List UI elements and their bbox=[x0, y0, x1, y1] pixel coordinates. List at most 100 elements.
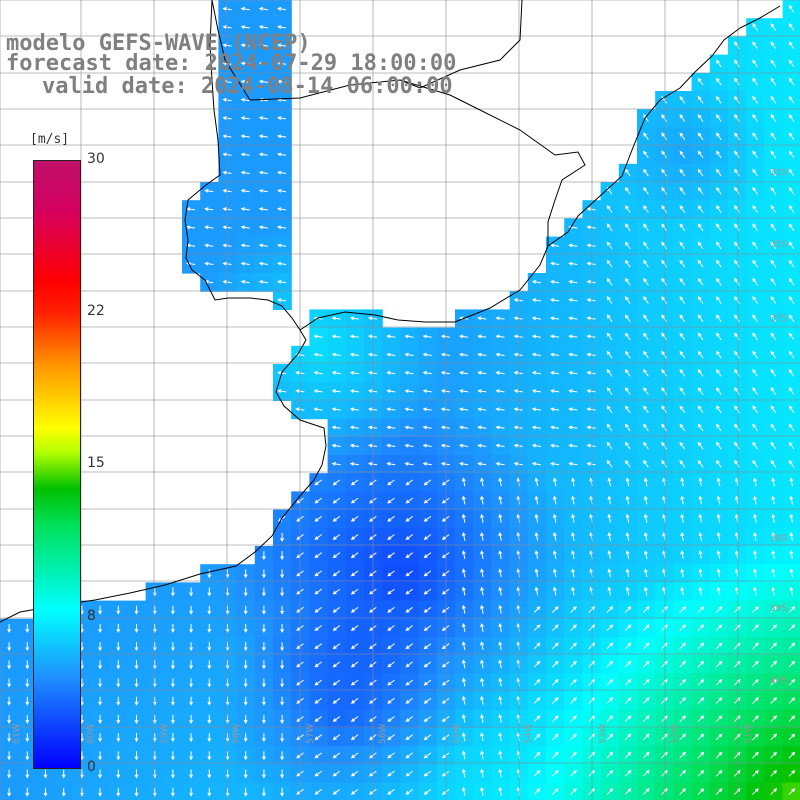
wind-arrow bbox=[788, 332, 795, 341]
wind-arrow bbox=[770, 186, 777, 195]
wind-arrow bbox=[189, 660, 194, 670]
wind-arrow bbox=[788, 387, 795, 395]
wind-arrow bbox=[534, 550, 539, 560]
wind-arrow bbox=[116, 696, 121, 706]
wind-arrow bbox=[498, 513, 503, 523]
wind-arrow bbox=[531, 443, 541, 448]
wind-arrow bbox=[222, 243, 232, 248]
wind-arrow bbox=[734, 223, 740, 232]
wind-arrow bbox=[679, 223, 686, 232]
wind-arrow bbox=[7, 678, 12, 688]
valid-date: valid date: 2024-08-14 06:00:00 bbox=[42, 74, 453, 99]
wind-arrow bbox=[788, 660, 796, 668]
wind-arrow bbox=[277, 261, 287, 266]
wind-arrow bbox=[661, 186, 668, 195]
wind-arrow bbox=[116, 751, 121, 761]
wind-arrow bbox=[423, 588, 432, 595]
wind-arrow bbox=[277, 298, 287, 303]
wind-arrow bbox=[771, 550, 776, 560]
wind-arrow bbox=[697, 733, 705, 741]
wind-arrow bbox=[752, 168, 759, 177]
wind-arrow bbox=[715, 296, 722, 304]
longitude-label: 54W bbox=[524, 723, 534, 744]
wind-arrow bbox=[624, 241, 631, 250]
wind-arrow bbox=[349, 461, 359, 466]
wind-arrow bbox=[240, 243, 250, 248]
wind-arrow bbox=[280, 605, 285, 615]
wind-arrow bbox=[25, 769, 30, 779]
wind-arrow bbox=[624, 350, 631, 359]
wind-arrow bbox=[222, 152, 232, 157]
wind-arrow bbox=[480, 513, 484, 523]
longitude-label: 59W bbox=[160, 723, 170, 744]
wind-arrow bbox=[405, 606, 413, 613]
wind-arrow bbox=[331, 461, 341, 466]
wind-arrow bbox=[715, 459, 722, 468]
wind-arrow bbox=[586, 243, 596, 248]
wind-arrow bbox=[314, 679, 322, 686]
wind-arrow bbox=[258, 116, 268, 121]
wind-arrow bbox=[734, 59, 740, 68]
wind-arrow bbox=[349, 352, 359, 357]
wind-arrow bbox=[477, 389, 487, 394]
wind-arrow bbox=[531, 407, 541, 412]
wind-arrow bbox=[586, 352, 596, 357]
wind-arrow bbox=[7, 660, 12, 670]
wind-arrow bbox=[331, 425, 341, 430]
wind-arrow bbox=[752, 132, 759, 141]
wind-arrow bbox=[679, 715, 687, 723]
wind-arrow bbox=[386, 352, 396, 357]
latitude-label: 35S bbox=[770, 240, 788, 250]
wind-arrow bbox=[225, 733, 230, 743]
wind-arrow bbox=[552, 586, 557, 596]
wind-arrow bbox=[243, 587, 248, 597]
wind-arrow bbox=[734, 368, 740, 377]
wind-arrow bbox=[606, 350, 613, 359]
wind-arrow bbox=[498, 786, 503, 796]
wind-arrow bbox=[170, 642, 175, 652]
wind-arrow bbox=[349, 389, 359, 394]
wind-arrow bbox=[98, 605, 103, 615]
wind-arrow bbox=[568, 443, 578, 448]
wind-arrow bbox=[332, 770, 341, 777]
wind-arrow bbox=[788, 678, 796, 686]
wind-arrow bbox=[405, 770, 413, 777]
wind-arrow bbox=[405, 752, 413, 759]
wind-arrow bbox=[261, 551, 266, 561]
wind-arrow bbox=[189, 751, 194, 761]
wind-arrow bbox=[770, 168, 777, 177]
wind-arrow bbox=[606, 368, 613, 377]
wind-arrow bbox=[550, 243, 560, 248]
wind-arrow bbox=[752, 150, 759, 159]
wind-arrow bbox=[498, 659, 503, 669]
wind-arrow bbox=[207, 660, 212, 670]
wind-arrow bbox=[752, 660, 759, 668]
wind-arrow bbox=[116, 642, 121, 652]
wind-arrow bbox=[753, 586, 757, 596]
wind-arrow bbox=[350, 515, 359, 522]
wind-arrow bbox=[480, 531, 484, 541]
wind-arrow bbox=[570, 642, 577, 650]
wind-arrow bbox=[332, 716, 341, 722]
wind-arrow bbox=[752, 788, 759, 795]
wind-arrow bbox=[314, 788, 322, 795]
wind-arrow bbox=[461, 768, 466, 778]
wind-arrow bbox=[771, 495, 776, 505]
wind-arrow bbox=[568, 243, 578, 248]
wind-arrow bbox=[498, 531, 503, 541]
wind-arrow bbox=[752, 697, 759, 704]
wind-arrow bbox=[643, 459, 649, 468]
wind-arrow bbox=[480, 586, 484, 596]
wind-arrow bbox=[98, 678, 103, 688]
wind-arrow bbox=[332, 570, 341, 577]
wind-arrow bbox=[624, 277, 631, 286]
wind-arrow bbox=[222, 116, 232, 121]
wind-arrow bbox=[679, 441, 686, 450]
wind-arrow bbox=[697, 168, 704, 177]
wind-arrow bbox=[477, 461, 487, 466]
wind-arrow bbox=[715, 205, 722, 213]
wind-arrow bbox=[788, 59, 795, 68]
wind-arrow bbox=[697, 624, 705, 632]
colorbar-tick-22: 22 bbox=[87, 303, 105, 319]
